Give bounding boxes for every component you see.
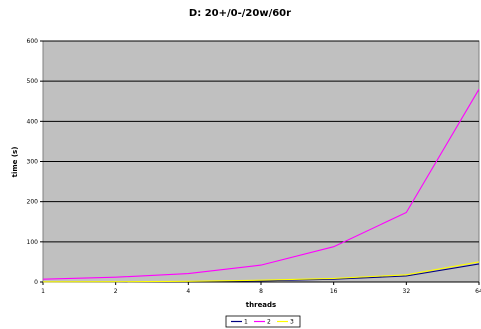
legend-label-2: 2 [267,319,271,326]
y-axis-label: time (s) [11,147,19,178]
legend-label-1: 1 [244,319,248,326]
y-tick-label: 600 [27,38,39,45]
x-tick-label: 32 [403,288,411,295]
chart-title: D: 20+/0-/20w/60r [189,8,291,19]
y-tick-label: 200 [27,199,39,206]
y-tick-label: 100 [27,239,39,246]
x-tick-label: 1 [41,288,45,295]
legend: 1 2 3 [225,315,301,328]
x-tick-label: 16 [330,288,338,295]
series-lines [42,88,480,283]
y-tick-label: 300 [27,159,39,166]
x-tick-label: 4 [186,288,190,295]
y-axis-ticks: 0 100 200 300 400 500 600 [27,38,43,286]
legend-label-3: 3 [290,319,294,326]
x-axis-ticks: 1 2 4 8 16 32 64 [41,281,481,295]
x-tick-label: 8 [259,288,263,295]
y-tick-label: 400 [27,118,39,125]
y-tick-label: 0 [34,279,38,286]
x-axis-label: threads [246,301,276,309]
gridlines [43,40,479,243]
series-line-3 [42,261,480,283]
x-tick-label: 2 [114,288,118,295]
series-line-2 [42,88,480,280]
x-tick-label: 64 [475,288,481,295]
y-tick-label: 500 [27,78,39,85]
